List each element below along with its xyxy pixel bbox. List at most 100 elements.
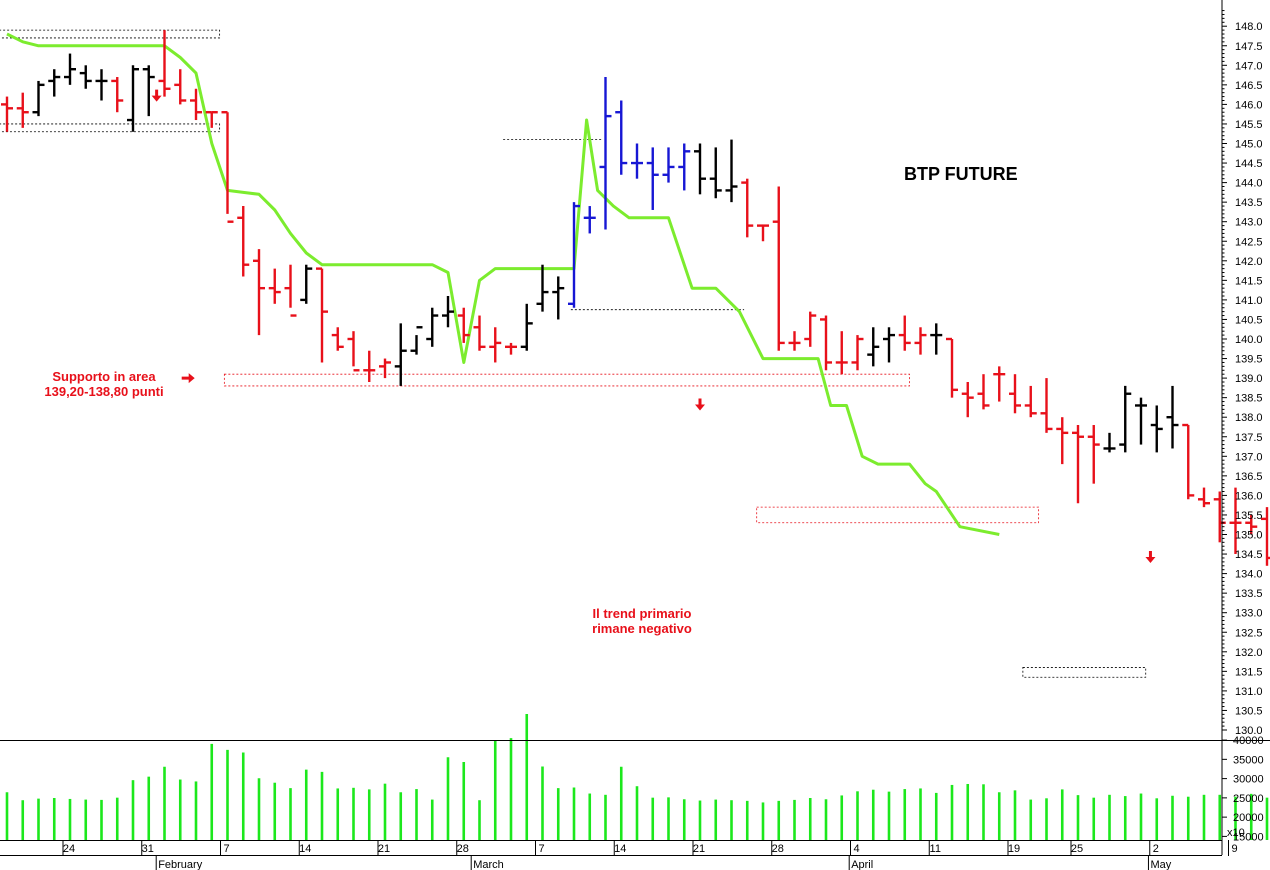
ohlc-bar bbox=[284, 264, 297, 317]
ohlc-bar bbox=[757, 224, 769, 242]
ohlc-bar bbox=[520, 303, 533, 351]
trend-annotation-line2: rimane negativo bbox=[592, 621, 692, 636]
ohlc-bar bbox=[300, 264, 313, 304]
volume-tick-label: 35000 bbox=[1233, 754, 1264, 766]
day-tick-label: 7 bbox=[538, 843, 544, 855]
ohlc-bar bbox=[1087, 425, 1100, 484]
chart-title: BTP FUTURE bbox=[904, 164, 1018, 184]
ohlc-bar bbox=[615, 100, 628, 175]
ohlc-bar bbox=[835, 331, 848, 375]
day-tick-label: 9 bbox=[1231, 843, 1237, 855]
price-tick-label: 140.5 bbox=[1235, 314, 1263, 326]
month-tick-label: February bbox=[158, 859, 203, 870]
ohlc-bar bbox=[583, 206, 596, 234]
volume-multiplier-label: x10 bbox=[1227, 827, 1245, 839]
day-tick-label: 28 bbox=[457, 843, 469, 855]
ohlc-bar bbox=[1245, 514, 1258, 535]
volume-tick-label: 40000 bbox=[1233, 735, 1264, 747]
support-annotation: Supporto in area 139,20-138,80 punti bbox=[14, 369, 194, 399]
price-zone-box bbox=[0, 123, 221, 133]
ohlc-bar bbox=[426, 307, 439, 347]
ohlc-bar bbox=[1103, 432, 1116, 453]
ohlc-bar bbox=[993, 366, 1006, 402]
price-tick-label: 135.5 bbox=[1235, 510, 1263, 522]
ohlc-bar bbox=[725, 139, 738, 203]
day-tick-label: 2 bbox=[1153, 843, 1159, 855]
ohlc-bar bbox=[457, 307, 470, 343]
ohlc-bar bbox=[804, 311, 817, 347]
day-tick-label: 14 bbox=[299, 843, 311, 855]
price-zone-box bbox=[756, 506, 1040, 524]
ohlc-bar bbox=[820, 315, 832, 371]
price-tick-label: 146.5 bbox=[1235, 80, 1263, 92]
ohlc-bar bbox=[741, 178, 754, 238]
ohlc-bar bbox=[1040, 378, 1053, 433]
day-tick-label: 4 bbox=[853, 843, 859, 855]
price-tick-label: 139.5 bbox=[1235, 354, 1263, 366]
ohlc-bar bbox=[268, 268, 281, 304]
ohlc-bar bbox=[331, 327, 344, 351]
price-zone-box bbox=[1022, 667, 1147, 678]
day-tick-label: 14 bbox=[614, 843, 626, 855]
trailing-stop-layer bbox=[6, 32, 1000, 536]
ohlc-bar bbox=[930, 323, 943, 355]
right-arrow-icon bbox=[181, 373, 195, 384]
price-tick-label: 135.0 bbox=[1235, 530, 1263, 542]
month-tick-label: April bbox=[851, 859, 873, 870]
price-tick-label: 138.5 bbox=[1235, 393, 1263, 405]
ohlc-bar bbox=[1024, 385, 1037, 418]
ohlc-bar bbox=[1, 96, 13, 132]
down-arrow-icon bbox=[151, 89, 162, 102]
ohlc-bar bbox=[190, 88, 202, 121]
ohlc-bar bbox=[709, 147, 722, 199]
price-tick-label: 134.5 bbox=[1235, 549, 1263, 561]
ohlc-bar bbox=[646, 147, 659, 210]
ohlc-bar bbox=[16, 92, 29, 128]
ohlc-bar bbox=[32, 80, 45, 117]
day-tick-label: 11 bbox=[930, 843, 941, 855]
trailing-stop-line bbox=[6, 32, 1000, 536]
day-tick-label: 21 bbox=[693, 843, 705, 855]
ohlc-bar bbox=[851, 335, 864, 371]
ohlc-bar bbox=[442, 295, 454, 328]
price-tick-label: 141.0 bbox=[1235, 295, 1263, 307]
ohlc-bar bbox=[1261, 507, 1270, 566]
volume-tick-label: 30000 bbox=[1233, 774, 1264, 786]
price-tick-label: 144.0 bbox=[1235, 178, 1263, 190]
day-tick-label: 21 bbox=[378, 843, 390, 855]
zones-layer bbox=[0, 29, 1147, 678]
ohlc-bar bbox=[363, 350, 376, 383]
price-tick-label: 145.5 bbox=[1235, 119, 1263, 131]
price-tick-label: 133.5 bbox=[1235, 588, 1263, 600]
price-tick-label: 142.5 bbox=[1235, 236, 1263, 248]
arrows-layer bbox=[151, 89, 1156, 563]
ohlc-bars-layer bbox=[1, 30, 1270, 566]
volume-bars-layer bbox=[5, 713, 1269, 840]
price-tick-label: 144.5 bbox=[1235, 158, 1263, 170]
price-tick-label: 145.0 bbox=[1235, 139, 1263, 151]
month-tick-label: May bbox=[1150, 859, 1171, 870]
price-tick-label: 143.0 bbox=[1235, 217, 1263, 229]
support-annotation-line2: 139,20-138,80 punti bbox=[44, 384, 164, 399]
down-arrow-icon bbox=[1145, 550, 1156, 563]
volume-tick-label: 25000 bbox=[1233, 793, 1264, 805]
ohlc-bar bbox=[694, 143, 706, 195]
ohlc-bar bbox=[379, 358, 391, 379]
price-tick-label: 132.0 bbox=[1235, 647, 1263, 659]
price-tick-label: 146.0 bbox=[1235, 99, 1263, 111]
ohlc-bar bbox=[946, 337, 958, 398]
price-tick-label: 130.5 bbox=[1235, 705, 1263, 717]
trend-annotation: Il trend primario rimane negativo bbox=[562, 606, 722, 636]
ohlc-bar bbox=[631, 143, 643, 179]
day-tick-label: 28 bbox=[772, 843, 784, 855]
ohlc-bar bbox=[64, 53, 76, 85]
price-zone-box bbox=[223, 373, 910, 387]
volume-tick-label: 15000 bbox=[1233, 831, 1264, 843]
price-tick-label: 140.0 bbox=[1235, 334, 1263, 346]
price-tick-label: 148.0 bbox=[1235, 21, 1263, 33]
trend-annotation-line1: Il trend primario bbox=[592, 606, 692, 621]
ohlc-bar bbox=[883, 327, 895, 363]
ohlc-bar bbox=[221, 111, 234, 223]
price-tick-label: 130.0 bbox=[1235, 725, 1263, 737]
